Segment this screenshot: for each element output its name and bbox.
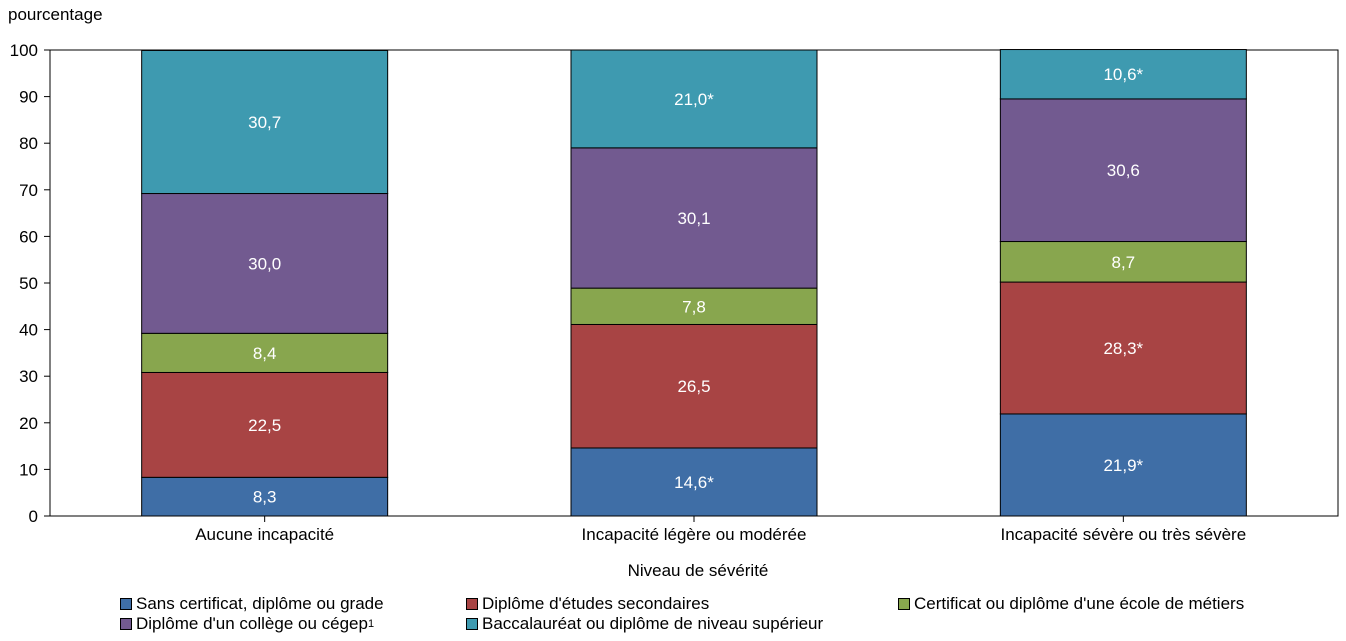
x-category-label: Aucune incapacité [195, 525, 334, 544]
x-axis-title: Niveau de sévérité [628, 561, 769, 580]
bar-segment [570, 447, 818, 517]
y-tick-label: 100 [10, 41, 38, 60]
legend-swatch [120, 618, 132, 630]
bars: 8,3 22,5 8,4 30,0 30,7 14,6* 26,5 7,8 30,1 21,0* 2… [141, 49, 1247, 517]
data-label: 28,3* [1103, 339, 1143, 358]
bar-segment [999, 281, 1247, 415]
y-tick-label: 10 [19, 460, 38, 479]
data-label: 30,7 [248, 113, 281, 132]
legend-item-secondaire: Diplôme d'études secondaires [466, 594, 709, 614]
bar-segment [999, 49, 1247, 100]
legend-label: Certificat ou diplôme d'une école de mét… [914, 594, 1245, 613]
stacked-bar-chart: pourcentage 8,3 22,5 8,4 30,0 30,7 14,6* 26,5 7… [8, 5, 1339, 580]
y-tick-label: 60 [19, 227, 38, 246]
bar-segment [141, 371, 389, 478]
x-category-label: Incapacité légère ou modérée [582, 525, 807, 544]
bar-segment [570, 147, 818, 289]
legend: Sans certificat, diplôme ou grade Diplôm… [120, 592, 1340, 640]
legend-item-sans-certificat: Sans certificat, diplôme ou grade [120, 594, 384, 614]
bar-segment [141, 49, 389, 195]
y-tick-label: 0 [29, 507, 38, 526]
y-axis-title: pourcentage [8, 5, 103, 24]
y-tick-label: 50 [19, 274, 38, 293]
legend-swatch [120, 598, 132, 610]
y-tick-label: 90 [19, 88, 38, 107]
x-category-label: Incapacité sévère ou très sévère [1000, 525, 1246, 544]
legend-item-metiers: Certificat ou diplôme d'une école de mét… [898, 594, 1244, 614]
data-label: 21,9* [1103, 456, 1143, 475]
legend-label: Sans certificat, diplôme ou grade [136, 594, 384, 613]
y-tick-label: 40 [19, 321, 38, 340]
y-tick-label: 70 [19, 181, 38, 200]
data-label: 8,7 [1112, 253, 1136, 272]
data-label: 14,6* [674, 473, 714, 492]
bar-segment [141, 193, 389, 334]
legend-item-baccalaureat: Baccalauréat ou diplôme de niveau supéri… [466, 614, 823, 634]
data-label: 30,0 [248, 254, 281, 273]
data-label: 30,1 [677, 209, 710, 228]
legend-item-college: Diplôme d'un collège ou cégep 1 [120, 614, 374, 634]
data-label: 10,6* [1103, 65, 1143, 84]
legend-swatch [466, 618, 478, 630]
y-tick-label: 80 [19, 134, 38, 153]
data-label: 21,0* [674, 90, 714, 109]
bar-segment [570, 287, 818, 325]
data-label: 30,6 [1107, 161, 1140, 180]
bar-segment [570, 49, 818, 149]
legend-label: Baccalauréat ou diplôme de niveau supéri… [482, 614, 824, 633]
bar-segment [999, 241, 1247, 283]
legend-label: Diplôme d'études secondaires [482, 594, 710, 613]
data-label: 22,5 [248, 416, 281, 435]
data-label: 8,4 [253, 344, 277, 363]
legend-swatch [898, 598, 910, 610]
bar-segment [999, 98, 1247, 243]
y-ticks: 0 10 20 30 40 50 60 70 80 90 100 [10, 41, 50, 526]
y-tick-label: 30 [19, 367, 38, 386]
data-label: 7,8 [682, 297, 706, 316]
y-tick-label: 20 [19, 414, 38, 433]
x-category-labels: Aucune incapacité Incapacité légère ou mo… [195, 516, 1246, 544]
data-label: 26,5 [677, 377, 710, 396]
bar-segment [999, 413, 1247, 517]
bar-segment [570, 323, 818, 449]
legend-swatch [466, 598, 478, 610]
data-label: 8,3 [253, 488, 277, 507]
legend-label: Diplôme d'un collège ou cégep [136, 614, 368, 633]
